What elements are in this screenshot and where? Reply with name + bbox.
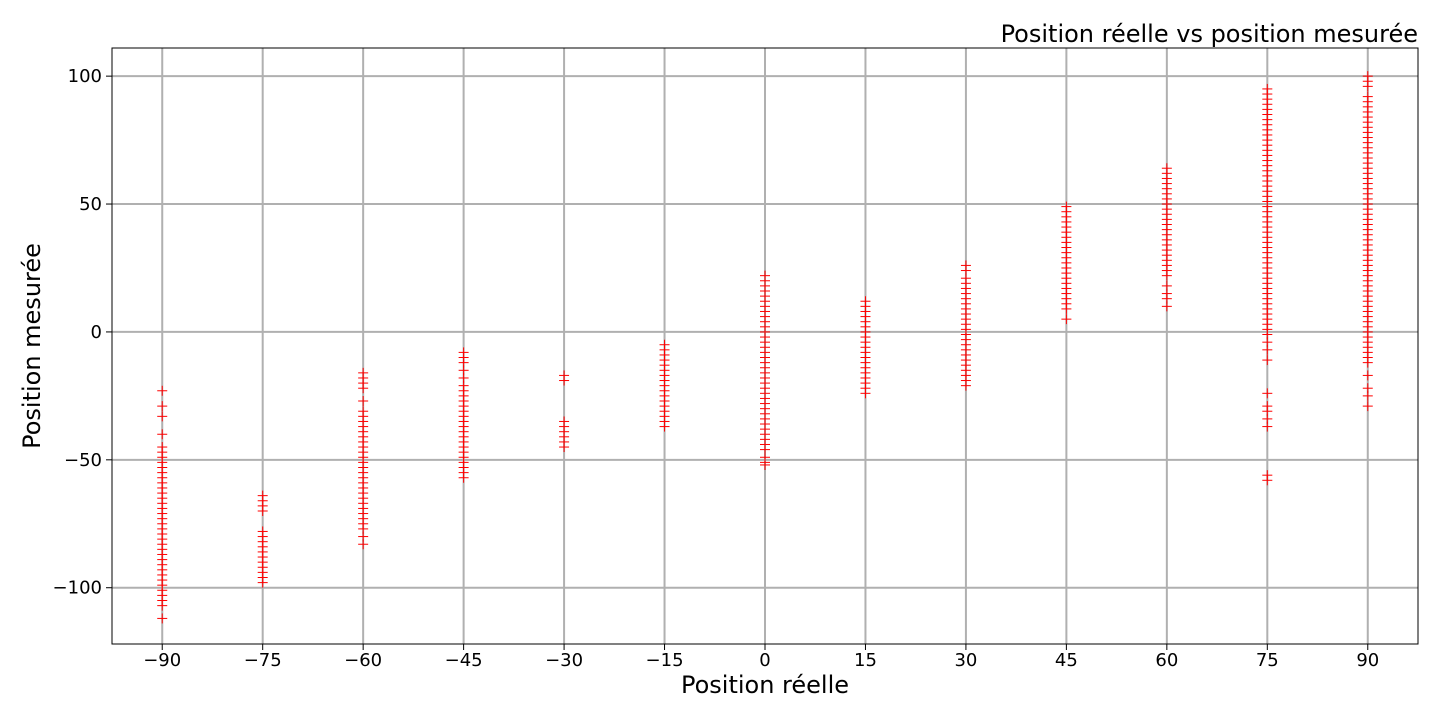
- data-point-marker: [157, 429, 168, 440]
- data-point-marker: [257, 505, 268, 516]
- x-axis-ticks: −90 −75 −60 −45 −30 −15 0 15 30 45 60 75 90: [143, 644, 1379, 671]
- data-point-marker: [960, 380, 971, 391]
- y-tick-label: −50: [64, 450, 102, 471]
- data-point-marker: [559, 375, 570, 386]
- y-tick-label: 100: [68, 66, 102, 87]
- data-point-marker: [157, 401, 168, 412]
- x-tick-label: 30: [954, 650, 977, 671]
- y-tick-label: 0: [91, 322, 102, 343]
- x-tick-label: 90: [1356, 650, 1379, 671]
- data-point-marker: [1262, 344, 1273, 355]
- x-tick-label: −45: [445, 650, 483, 671]
- data-point-marker: [1362, 81, 1373, 92]
- x-axis-label: Position réelle: [681, 671, 849, 699]
- data-point-marker: [1262, 388, 1273, 399]
- data-point-marker: [358, 395, 369, 406]
- x-tick-label: 45: [1055, 650, 1078, 671]
- data-point-marker: [157, 385, 168, 396]
- data-point-marker: [1061, 303, 1072, 314]
- y-axis-label: Position mesurée: [18, 243, 46, 449]
- data-point-marker: [659, 421, 670, 432]
- data-point-marker: [1262, 355, 1273, 366]
- y-axis-ticks: −100 −50 0 50 100: [53, 66, 112, 599]
- data-point-marker: [1362, 390, 1373, 401]
- x-tick-label: −90: [143, 650, 181, 671]
- y-tick-label: −100: [53, 578, 102, 599]
- data-point-marker: [358, 539, 369, 550]
- data-point-marker: [760, 459, 770, 470]
- data-point-marker: [860, 388, 871, 399]
- data-point-marker: [1362, 401, 1373, 412]
- x-tick-label: 60: [1155, 650, 1178, 671]
- data-markers: [157, 71, 1373, 624]
- data-point-marker: [1161, 301, 1172, 312]
- data-point-marker: [157, 600, 168, 611]
- data-point-marker: [157, 613, 168, 624]
- data-point-marker: [358, 383, 369, 394]
- y-tick-label: 50: [79, 194, 102, 215]
- data-point-marker: [1362, 357, 1373, 368]
- x-tick-label: −15: [646, 650, 684, 671]
- x-tick-label: −30: [545, 650, 583, 671]
- data-point-marker: [1262, 475, 1273, 486]
- data-point-marker: [1161, 270, 1172, 281]
- data-point-marker: [559, 442, 570, 453]
- data-point-marker: [1262, 421, 1273, 432]
- data-point-marker: [157, 411, 168, 422]
- data-point-marker: [1362, 370, 1373, 381]
- x-tick-label: 75: [1256, 650, 1279, 671]
- x-tick-label: 0: [759, 650, 770, 671]
- x-tick-label: −75: [244, 650, 282, 671]
- data-point-marker: [458, 472, 469, 483]
- x-tick-label: 15: [854, 650, 877, 671]
- data-point-marker: [1061, 314, 1072, 325]
- data-point-marker: [257, 577, 268, 588]
- chart-title: Position réelle vs position mesurée: [1001, 20, 1418, 48]
- x-tick-label: −60: [344, 650, 382, 671]
